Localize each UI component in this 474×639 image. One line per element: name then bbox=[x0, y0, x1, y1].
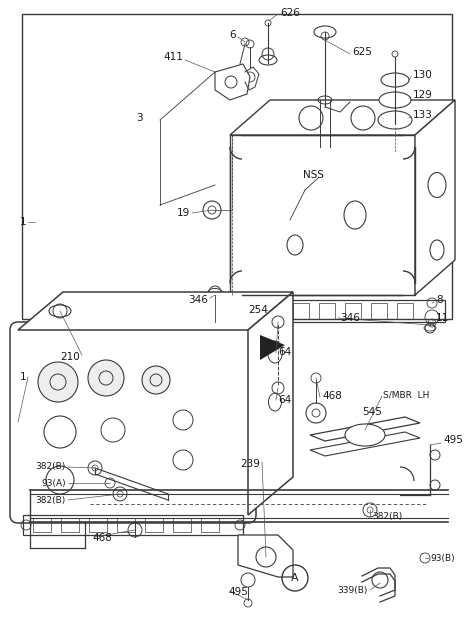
Text: A: A bbox=[291, 573, 299, 583]
Bar bbox=[230, 135, 415, 295]
Text: 382(B): 382(B) bbox=[36, 461, 66, 470]
Text: S/MBR  LH: S/MBR LH bbox=[383, 390, 429, 399]
Bar bbox=[293, 303, 309, 319]
Ellipse shape bbox=[49, 305, 71, 317]
Text: 19: 19 bbox=[177, 208, 190, 218]
Polygon shape bbox=[260, 335, 285, 360]
Bar bbox=[371, 303, 387, 319]
Bar bbox=[345, 303, 361, 319]
Ellipse shape bbox=[379, 92, 411, 108]
Polygon shape bbox=[415, 100, 455, 295]
Bar bbox=[319, 303, 335, 319]
Text: 468: 468 bbox=[322, 391, 342, 401]
Text: 339(B): 339(B) bbox=[337, 585, 368, 594]
Text: 625: 625 bbox=[352, 47, 372, 57]
Bar bbox=[205, 300, 445, 322]
Text: 93(B): 93(B) bbox=[430, 553, 455, 562]
Bar bbox=[33, 518, 51, 532]
Text: 1: 1 bbox=[19, 372, 26, 382]
Text: 93(A): 93(A) bbox=[41, 479, 66, 488]
Bar bbox=[215, 303, 231, 319]
Bar bbox=[173, 518, 191, 532]
Text: 346: 346 bbox=[188, 295, 208, 305]
Text: 545: 545 bbox=[362, 407, 382, 417]
Polygon shape bbox=[230, 100, 455, 135]
Ellipse shape bbox=[381, 73, 409, 87]
Circle shape bbox=[142, 366, 170, 394]
Bar bbox=[89, 518, 107, 532]
Bar bbox=[267, 303, 283, 319]
Text: 468: 468 bbox=[92, 533, 112, 543]
Text: 239: 239 bbox=[240, 459, 260, 469]
Text: 495: 495 bbox=[443, 435, 463, 445]
Ellipse shape bbox=[345, 424, 385, 446]
Text: 133: 133 bbox=[413, 110, 433, 120]
Text: 254: 254 bbox=[248, 305, 268, 315]
FancyBboxPatch shape bbox=[10, 322, 256, 523]
Text: 346: 346 bbox=[340, 313, 360, 323]
Text: 3: 3 bbox=[137, 113, 143, 123]
Text: 1: 1 bbox=[19, 217, 26, 227]
Text: 626: 626 bbox=[280, 8, 300, 18]
Bar bbox=[23, 515, 243, 535]
Text: 6: 6 bbox=[229, 30, 236, 40]
Bar bbox=[22, 14, 452, 319]
Text: 64: 64 bbox=[278, 347, 291, 357]
Text: 495: 495 bbox=[228, 587, 248, 597]
Circle shape bbox=[88, 360, 124, 396]
Text: 129: 129 bbox=[413, 90, 433, 100]
Bar bbox=[201, 518, 219, 532]
Text: 130: 130 bbox=[413, 70, 433, 80]
Polygon shape bbox=[215, 64, 250, 100]
Polygon shape bbox=[248, 292, 293, 515]
Text: 8: 8 bbox=[436, 295, 443, 305]
Polygon shape bbox=[310, 432, 420, 456]
Ellipse shape bbox=[378, 111, 412, 129]
Bar bbox=[241, 303, 257, 319]
Text: 382(B): 382(B) bbox=[372, 511, 402, 521]
Text: 382(B): 382(B) bbox=[36, 495, 66, 505]
Polygon shape bbox=[310, 417, 420, 441]
Bar bbox=[117, 518, 135, 532]
Text: 210: 210 bbox=[60, 352, 80, 362]
Text: NSS: NSS bbox=[303, 170, 324, 180]
Bar bbox=[145, 518, 163, 532]
Bar bbox=[397, 303, 413, 319]
Text: 411: 411 bbox=[163, 52, 183, 62]
Text: 11: 11 bbox=[436, 313, 449, 323]
Polygon shape bbox=[18, 292, 293, 330]
Polygon shape bbox=[238, 535, 293, 577]
Bar bbox=[61, 518, 79, 532]
Text: 64: 64 bbox=[278, 395, 291, 405]
Circle shape bbox=[38, 362, 78, 402]
